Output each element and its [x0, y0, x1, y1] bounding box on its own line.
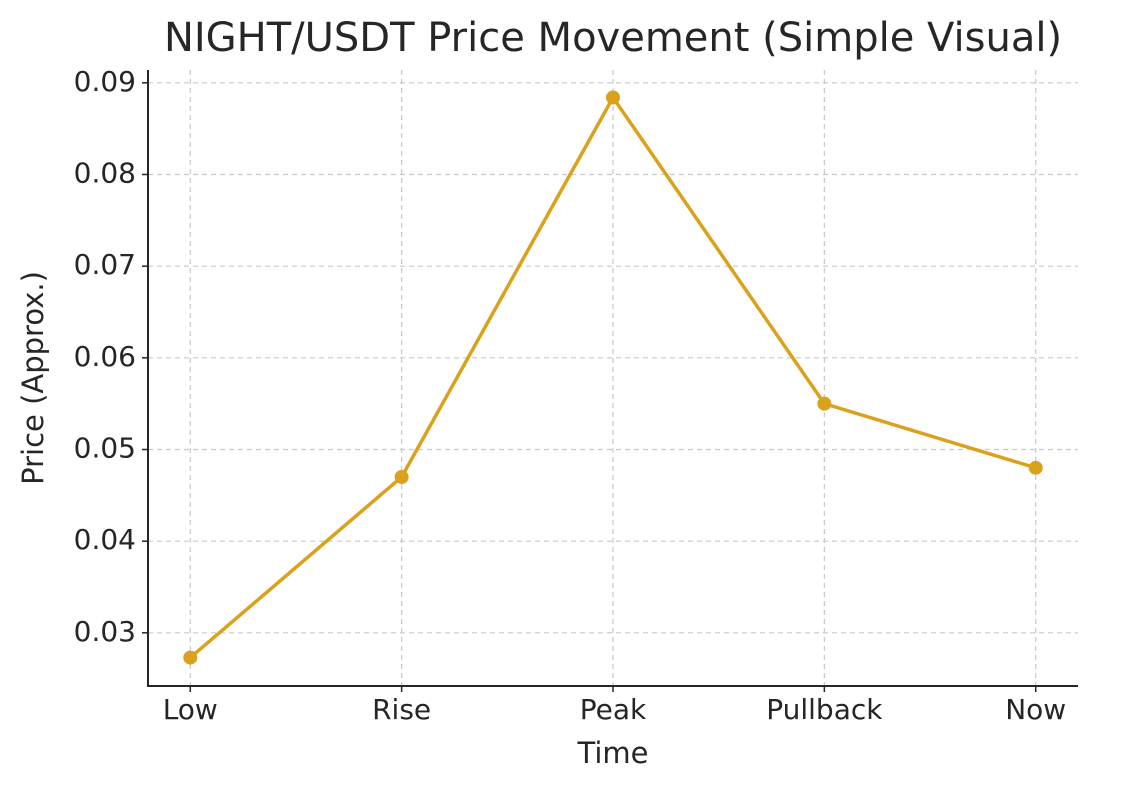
chart-title: NIGHT/USDT Price Movement (Simple Visual…: [164, 15, 1062, 61]
point: [183, 650, 198, 665]
x-axis-label: Time: [577, 736, 649, 770]
y-axis-label: Price (Approx.): [16, 271, 50, 485]
x-tick-label: Pullback: [766, 693, 883, 726]
y-tick-label: 0.05: [74, 432, 136, 465]
point: [606, 90, 620, 105]
point: [1028, 460, 1043, 475]
y-tick-label: 0.08: [74, 157, 136, 190]
y-tick-label: 0.04: [74, 523, 136, 556]
y-tick-label: 0.07: [74, 248, 136, 281]
x-tick-label: Now: [1005, 693, 1066, 726]
x-tick-label: Peak: [580, 693, 647, 726]
y-tick-label: 0.09: [74, 65, 136, 98]
axis-line: [147, 70, 1078, 687]
point: [394, 470, 409, 484]
y-tick-label: 0.03: [74, 615, 136, 648]
point: [817, 396, 832, 411]
x-tick-label: Low: [163, 693, 218, 726]
x-tick-label: Rise: [372, 693, 431, 726]
y-tick-label: 0.06: [74, 340, 136, 373]
